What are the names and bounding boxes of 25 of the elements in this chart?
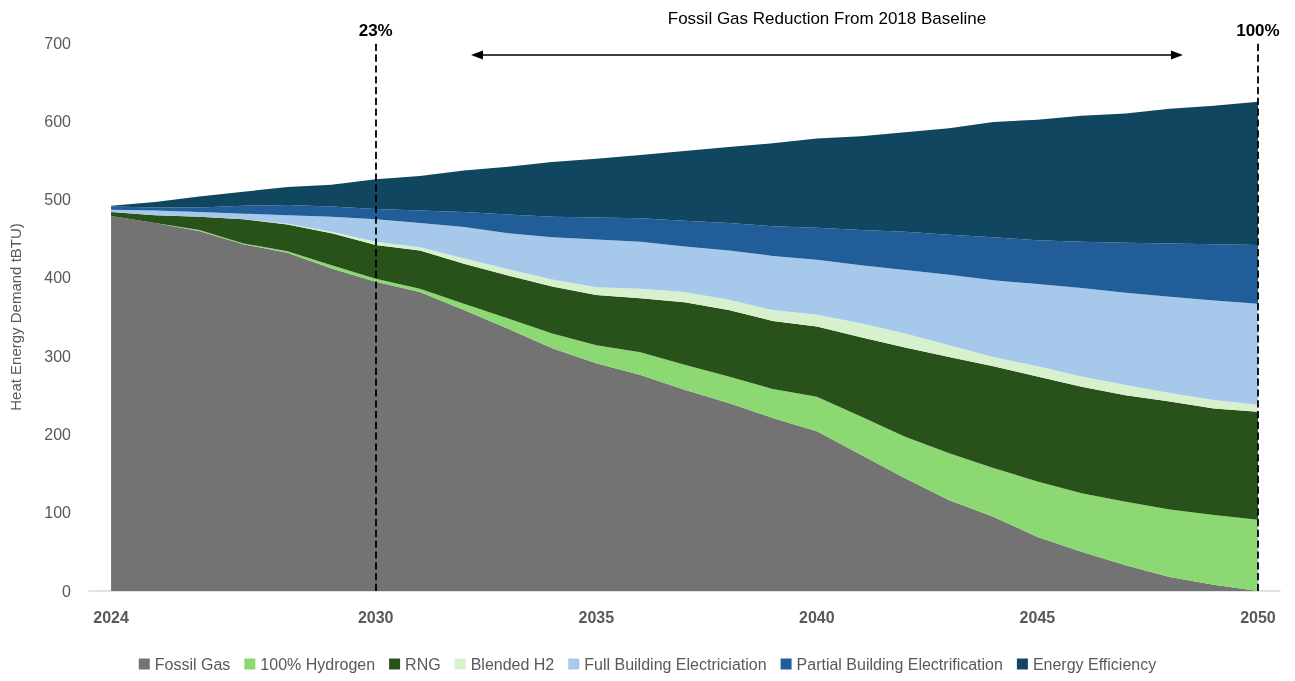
y-tick-label: 300 <box>44 347 72 365</box>
y-tick-label: 500 <box>44 191 72 209</box>
legend-label: Energy Efficiency <box>1032 655 1157 673</box>
legend-label: 100% Hydrogen <box>260 655 376 673</box>
x-tick-label: 2050 <box>1240 608 1276 626</box>
text: 23% <box>358 21 393 40</box>
text: Fossil Gas Reduction From 2018 Baseline <box>667 8 987 28</box>
legend-label: Fossil Gas <box>154 655 231 673</box>
x-tick-label: 2035 <box>578 608 615 626</box>
legend-label: Blended H2 <box>470 655 555 673</box>
x-tick-label: 2040 <box>799 608 835 626</box>
legend-label: Partial Building Electrification <box>796 655 1003 673</box>
y-axis-title: Heat Energy Demand tBTU) <box>7 223 24 411</box>
y-tick-label: 200 <box>44 425 72 443</box>
x-tick-label: 2024 <box>93 608 129 626</box>
y-tick-label: 700 <box>44 34 72 52</box>
x-tick-label: 2045 <box>1019 608 1056 626</box>
y-tick-label: 600 <box>44 112 72 130</box>
y-tick-label: 0 <box>62 582 72 600</box>
legend-label: Full Building Electriciation <box>584 655 767 673</box>
text: 100% <box>1236 21 1280 40</box>
x-tick-label: 2030 <box>357 608 394 626</box>
y-tick-label: 100 <box>44 504 72 522</box>
legend-label: RNG <box>405 655 441 673</box>
y-tick-label: 400 <box>44 269 72 287</box>
